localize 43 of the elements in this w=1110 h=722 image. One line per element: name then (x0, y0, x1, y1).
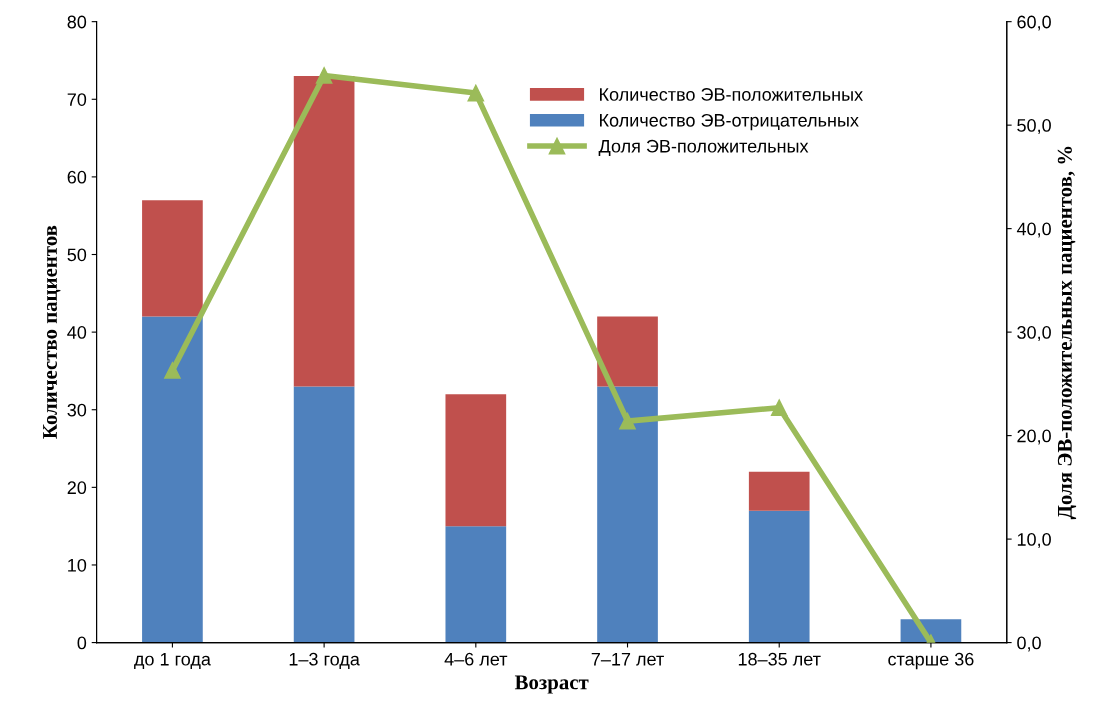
bar (597, 316, 658, 387)
bar (293, 75, 355, 387)
y2-tick-label: 20,0 (1017, 429, 1051, 445)
point (619, 412, 636, 430)
y-tick-label: 80 (67, 15, 87, 29)
y-tick-label: 20 (67, 481, 87, 495)
point (315, 67, 333, 84)
point (467, 84, 485, 102)
y2-tick-label: 0,0 (1017, 636, 1041, 652)
point (770, 399, 788, 416)
x-tick-label: 1–3 года (289, 652, 360, 669)
x-tick-label: 4–6 лет (444, 652, 508, 666)
bar (142, 200, 203, 317)
y2-tick-label: 30,0 (1017, 326, 1051, 341)
y2-tick-label: 60,0 (1017, 15, 1051, 31)
y2-tick-label: 10,0 (1017, 533, 1051, 548)
y-axis-title: Количество пациентов (43, 225, 61, 439)
y-tick-label: 40 (67, 326, 87, 339)
bar (142, 316, 203, 643)
bar (748, 510, 810, 643)
bar (293, 386, 355, 643)
bar (445, 394, 507, 527)
y-tick-label: 30 (67, 403, 87, 417)
bar (445, 526, 507, 643)
legend-label: Количество ЭВ-отрицательных (600, 113, 859, 131)
bar (597, 386, 658, 643)
y-tick-label: 10 (68, 558, 87, 572)
y2-tick-label: 40,0 (1016, 222, 1051, 238)
y2-tick-label: 50,0 (1017, 119, 1051, 134)
y-tick-label: 50 (67, 248, 87, 262)
y-tick-label: 0 (77, 636, 87, 650)
y-tick-label: 60 (67, 170, 87, 184)
x-tick-label: до 1 года (134, 652, 211, 669)
x-tick-label: старше 36 (888, 652, 974, 670)
bar (748, 471, 810, 511)
x-tick-label: 7–17 лет (591, 652, 664, 666)
point (164, 362, 181, 379)
x-axis-title: Возраст (514, 675, 589, 694)
legend-label: Доля ЭВ-положительных (598, 139, 809, 156)
y2-axis-title: Доля ЭВ-положительных пациентов, % (1057, 146, 1077, 520)
y-tick-label: 70 (67, 93, 87, 106)
legend-label: Количество ЭВ-положительных (600, 88, 863, 101)
x-tick-label: 18–35 лет (738, 652, 821, 666)
